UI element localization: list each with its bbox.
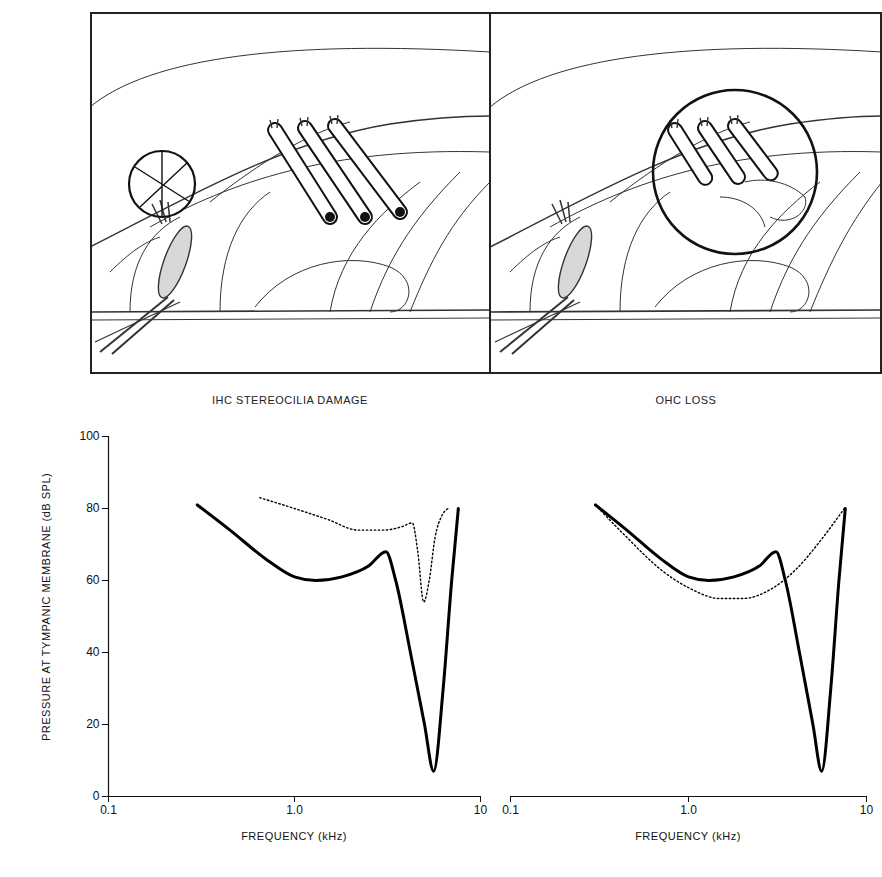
html-text:FREQUENCY (kHz): FREQUENCY (kHz): [635, 830, 741, 842]
svg-text:1.0: 1.0: [286, 803, 303, 817]
svg-text:10: 10: [860, 803, 874, 817]
svg-text:1.0: 1.0: [680, 803, 697, 817]
svg-text:40: 40: [86, 645, 100, 659]
svg-text:100: 100: [79, 429, 99, 443]
html-text:OHC LOSS: OHC LOSS: [655, 394, 717, 406]
html-text:FREQUENCY (kHz): FREQUENCY (kHz): [241, 830, 347, 842]
svg-text:0.1: 0.1: [502, 803, 519, 817]
svg-text:20: 20: [86, 717, 100, 731]
html-text:IHC STEREOCILIA DAMAGE: IHC STEREOCILIA DAMAGE: [212, 394, 368, 406]
svg-text:10: 10: [474, 803, 488, 817]
svg-text:80: 80: [86, 501, 100, 515]
svg-text:0.1: 0.1: [100, 803, 117, 817]
svg-text:60: 60: [86, 573, 100, 587]
svg-text:0: 0: [93, 789, 100, 803]
html-text:PRESSURE AT TYMPANIC MEMBRANE: PRESSURE AT TYMPANIC MEMBRANE (dB SPL): [40, 473, 52, 742]
